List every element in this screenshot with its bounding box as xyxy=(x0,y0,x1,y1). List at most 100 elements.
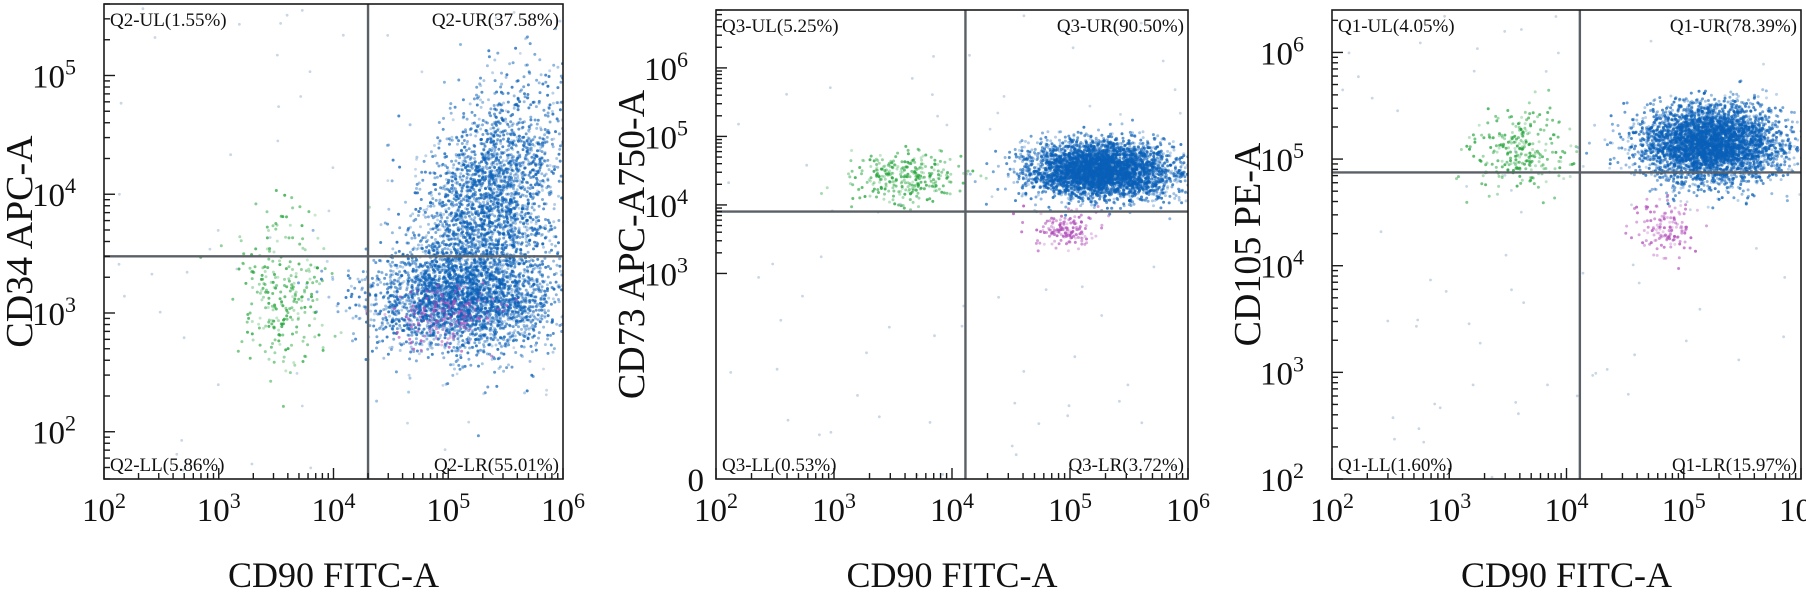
data-point xyxy=(474,221,478,225)
data-point xyxy=(416,287,419,291)
data-point xyxy=(599,215,602,218)
data-point xyxy=(505,280,509,284)
data-point xyxy=(582,138,585,141)
data-point xyxy=(500,164,504,168)
data-point xyxy=(538,183,542,187)
data-point xyxy=(397,280,400,283)
data-point xyxy=(502,133,506,137)
data-point xyxy=(483,237,487,241)
data-point xyxy=(450,349,454,353)
data-point xyxy=(480,236,484,240)
data-point xyxy=(407,333,411,337)
data-point xyxy=(511,113,515,116)
data-point xyxy=(486,138,489,142)
data-point xyxy=(538,266,542,270)
data-point xyxy=(481,100,485,104)
data-point xyxy=(534,287,538,291)
data-point xyxy=(541,198,544,201)
data-point xyxy=(458,345,462,349)
data-point xyxy=(518,292,522,295)
data-point xyxy=(578,330,581,333)
data-point xyxy=(413,293,417,297)
data-point xyxy=(521,277,525,281)
data-point xyxy=(484,261,488,265)
data-point xyxy=(500,312,504,316)
data-point xyxy=(387,143,391,147)
data-point xyxy=(491,316,495,320)
data-point xyxy=(589,348,592,351)
data-point xyxy=(509,272,513,276)
data-point xyxy=(585,99,588,102)
data-point xyxy=(482,345,486,349)
data-point xyxy=(481,133,485,136)
data-point xyxy=(430,320,434,324)
data-point xyxy=(392,331,396,335)
data-point xyxy=(607,311,610,314)
data-point xyxy=(476,326,480,330)
data-point xyxy=(520,210,524,214)
data-point xyxy=(443,274,446,278)
data-point xyxy=(442,80,446,84)
data-point xyxy=(443,242,446,246)
data-point xyxy=(551,297,555,301)
data-point xyxy=(455,191,459,195)
data-point xyxy=(483,218,487,222)
data-point xyxy=(504,240,508,244)
data-point xyxy=(508,62,512,66)
data-point xyxy=(502,369,506,373)
data-point xyxy=(510,227,514,231)
data-point xyxy=(513,265,517,268)
data-point xyxy=(552,273,556,276)
data-point xyxy=(520,217,524,221)
data-point xyxy=(379,291,383,295)
data-point xyxy=(497,277,501,281)
data-point xyxy=(531,138,535,142)
data-point xyxy=(408,314,412,318)
data-point xyxy=(567,275,570,278)
data-point xyxy=(542,180,546,184)
data-point xyxy=(391,327,395,331)
data-point xyxy=(452,329,456,333)
data-point xyxy=(595,273,598,276)
data-point xyxy=(370,284,374,288)
data-point xyxy=(503,129,507,133)
data-point xyxy=(444,261,448,265)
data-point xyxy=(546,333,550,337)
data-point xyxy=(463,259,467,263)
data-point xyxy=(528,71,532,75)
data-point xyxy=(410,236,414,240)
data-point xyxy=(495,315,499,319)
data-point xyxy=(448,248,452,252)
data-point xyxy=(528,359,532,363)
data-point xyxy=(487,217,491,221)
data-point xyxy=(450,191,454,195)
data-point xyxy=(506,267,510,271)
data-point xyxy=(428,171,432,175)
data-point xyxy=(546,111,550,115)
data-point xyxy=(414,268,418,272)
data-point xyxy=(489,247,493,251)
data-point xyxy=(547,229,551,233)
data-point xyxy=(484,120,488,124)
data-point xyxy=(408,263,412,267)
data-point xyxy=(534,343,537,347)
data-point xyxy=(549,224,553,228)
data-point xyxy=(593,94,596,97)
data-point xyxy=(448,106,452,110)
data-point xyxy=(521,274,525,278)
data-point xyxy=(447,199,451,203)
data-point xyxy=(430,235,434,239)
data-point xyxy=(474,212,478,216)
data-point xyxy=(470,212,474,216)
data-point xyxy=(394,370,398,374)
data-point xyxy=(407,299,411,303)
data-point xyxy=(537,141,540,144)
data-point xyxy=(431,268,435,272)
data-point xyxy=(451,242,455,245)
data-point xyxy=(404,293,408,297)
data-point xyxy=(439,333,443,337)
data-point xyxy=(473,341,477,345)
data-point xyxy=(537,204,541,208)
data-point xyxy=(518,236,522,239)
data-point xyxy=(385,318,389,322)
